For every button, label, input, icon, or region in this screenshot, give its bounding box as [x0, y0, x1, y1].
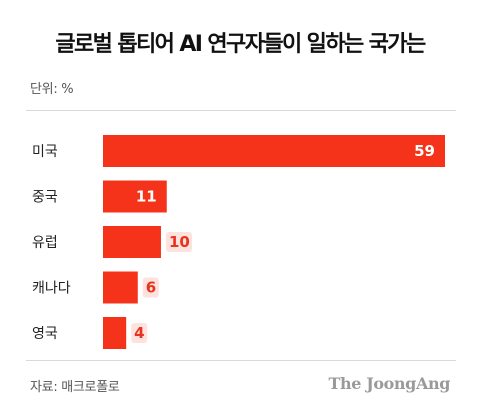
category-label: 영국	[32, 326, 58, 342]
brand-logo: The JoongAng	[328, 374, 451, 393]
top-divider	[26, 110, 456, 111]
bar	[103, 317, 127, 349]
value-label: 10	[169, 233, 190, 251]
value-label: 6	[146, 279, 156, 297]
category-label: 유럽	[32, 235, 58, 251]
bar	[103, 271, 138, 304]
chart-title: 글로벌 톱티어 AI 연구자들이 일하는 국가는	[55, 32, 426, 57]
value-label-background	[165, 232, 192, 252]
category-label: 중국	[32, 190, 58, 206]
category-label: 캐나다	[32, 281, 71, 297]
bar	[103, 135, 445, 167]
bottom-divider	[26, 360, 456, 361]
bar	[103, 226, 161, 258]
source-label: 자료: 매크로폴로	[30, 380, 120, 395]
bar-chart: 미국 59 중국 11 유럽 10 캐나다 6 영국 4	[32, 135, 445, 349]
bar	[103, 180, 167, 213]
value-label-background	[131, 323, 148, 343]
category-label: 미국	[32, 144, 58, 160]
value-label-background	[142, 277, 159, 298]
value-label: 11	[136, 188, 157, 206]
unit-label: 단위: %	[30, 82, 74, 97]
value-label: 59	[414, 142, 435, 160]
value-label: 4	[134, 324, 144, 342]
